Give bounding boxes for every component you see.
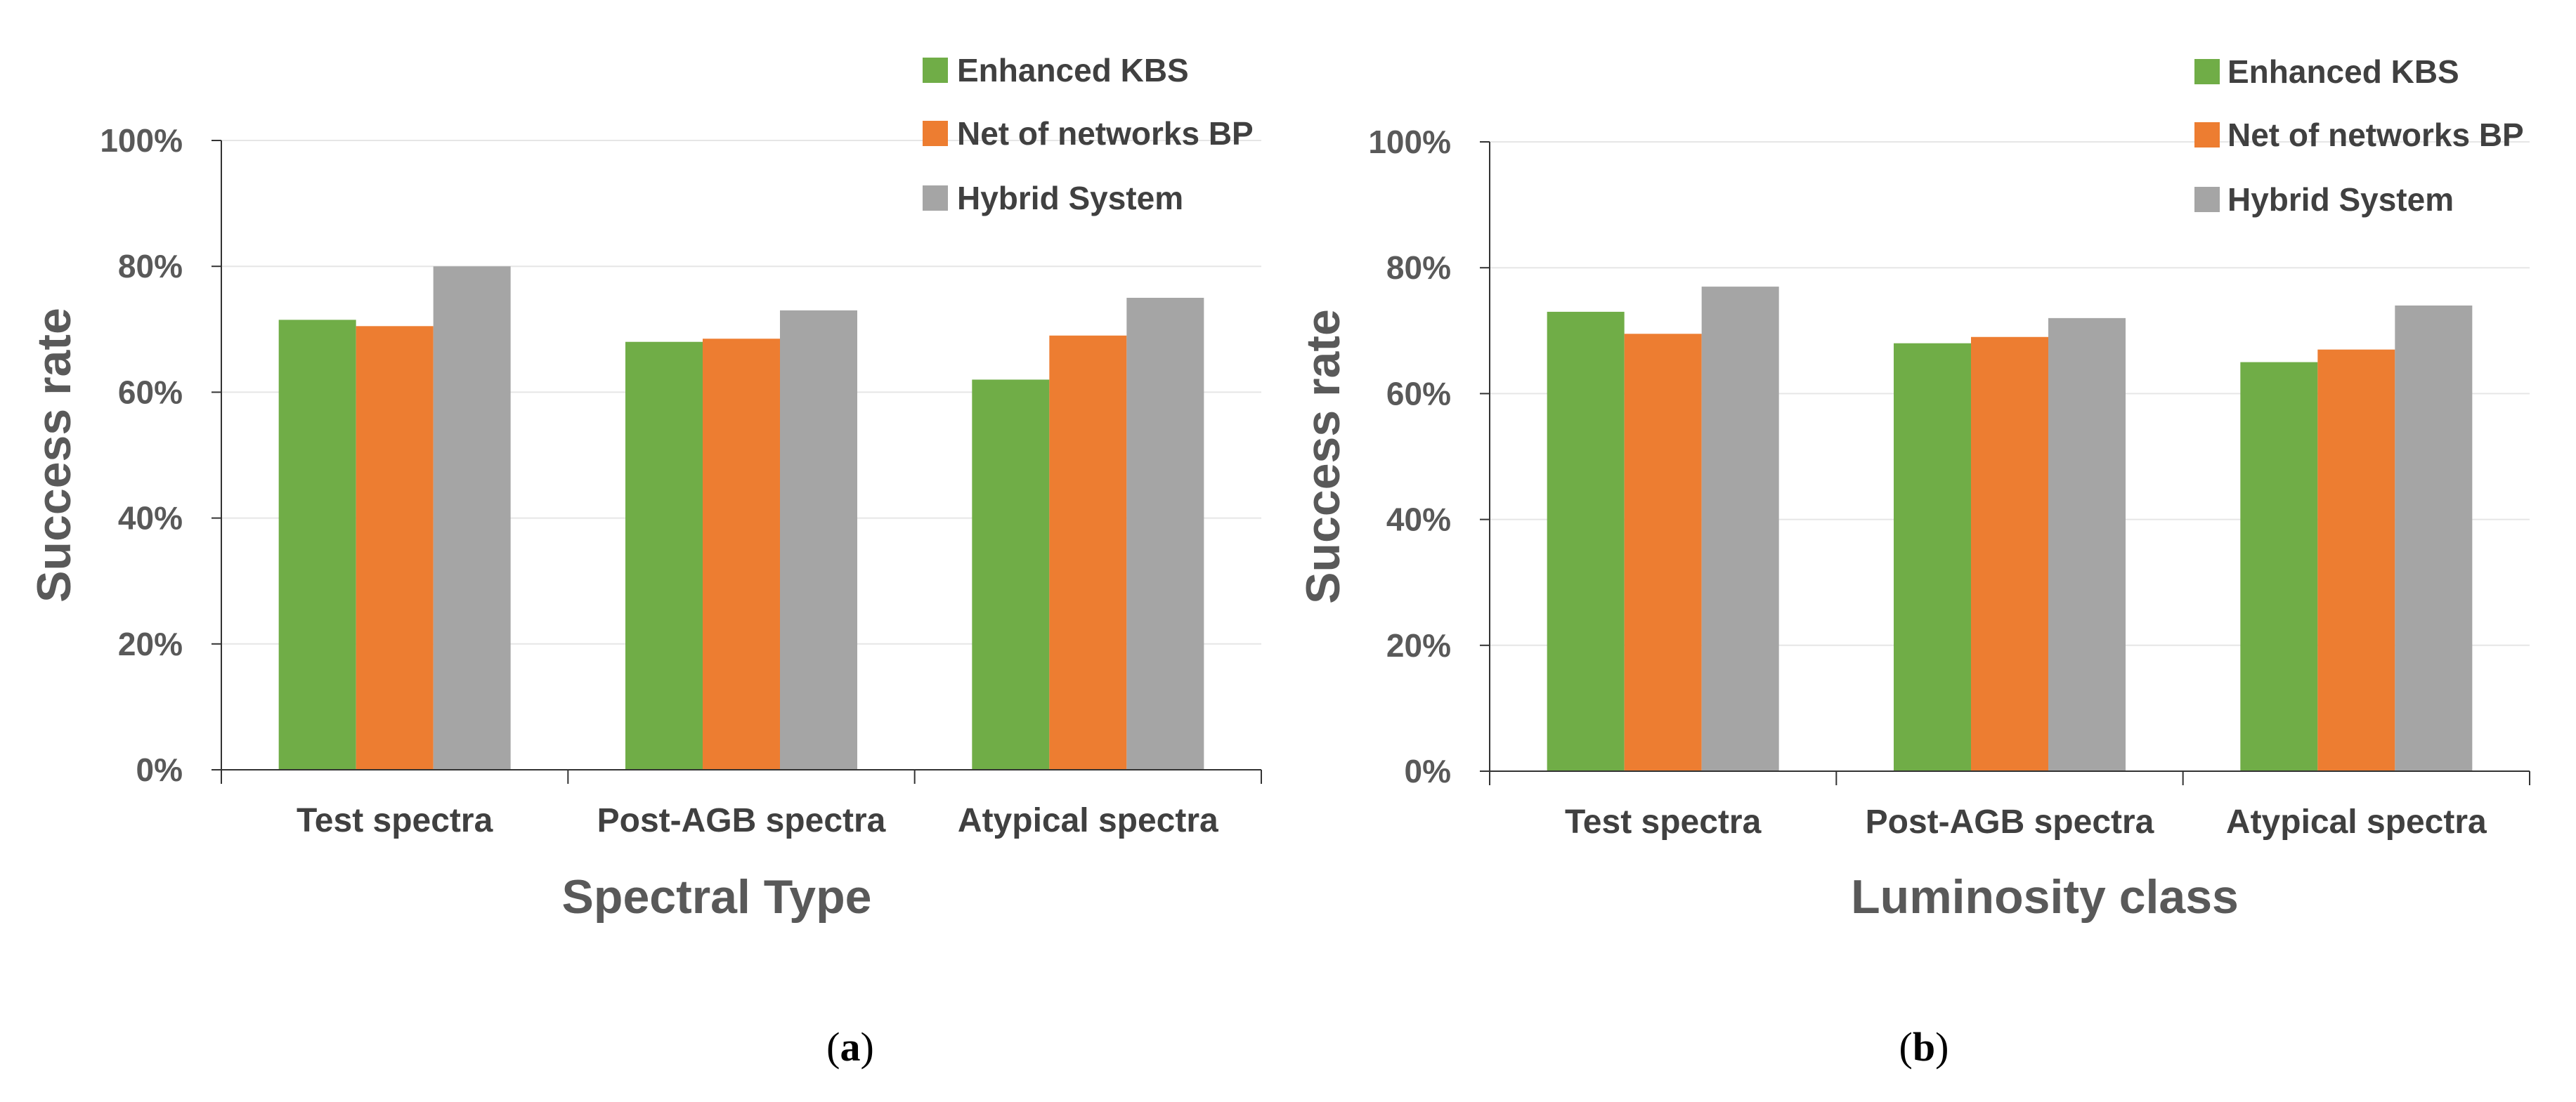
panel-caption: (a)	[826, 1024, 874, 1070]
chart-panel-b: 0% 20% 40% 60% 80% 100% Test spectra Post-AGB s…	[1296, 53, 2530, 1070]
bar-net-of-networks-bp-2	[1049, 335, 1127, 770]
y-tick-label: 0%	[136, 752, 183, 788]
y-tick-label: 100%	[100, 122, 183, 159]
y-axis-title: Success rate	[27, 308, 81, 603]
x-category-label: Atypical spectra	[958, 802, 1218, 839]
bar-hybrid-system-0	[433, 266, 511, 770]
legend-swatch	[923, 185, 948, 211]
bar-enhanced-kbs-0	[278, 320, 356, 770]
bar-enhanced-kbs-1	[625, 341, 703, 770]
legend-swatch	[923, 121, 948, 146]
panel-caption-letter: a	[840, 1024, 861, 1070]
legend-label: Net of networks BP	[957, 115, 1254, 152]
y-tick-label: 60%	[1386, 375, 1451, 412]
bar-hybrid-system-2	[1126, 298, 1204, 770]
y-tick-label: 80%	[118, 248, 183, 284]
legend-label: Hybrid System	[957, 180, 1183, 216]
bar-net-of-networks-bp-0	[1624, 334, 1702, 771]
x-category-label: Test spectra	[297, 802, 493, 839]
bar-hybrid-system-0	[1701, 287, 1779, 772]
y-tick-label: 20%	[118, 626, 183, 662]
bar-net-of-networks-bp-1	[1971, 336, 2048, 771]
chart-panel-a: 0% 20% 40% 60% 80% 100% Test spectra Post-AGB s…	[27, 52, 1262, 1070]
y-tick-label: 40%	[118, 500, 183, 537]
y-tick-label: 100%	[1368, 124, 1451, 160]
bar-enhanced-kbs-2	[2240, 362, 2318, 771]
legend-label: Net of networks BP	[2227, 117, 2524, 153]
panel-caption: (b)	[1899, 1024, 1949, 1070]
y-tick-label: 80%	[1386, 249, 1451, 286]
bar-enhanced-kbs-2	[972, 379, 1050, 770]
x-category-label: Post-AGB spectra	[597, 802, 886, 839]
y-tick-label: 60%	[118, 374, 183, 410]
x-category-label: Atypical spectra	[2226, 803, 2487, 841]
y-tick-label: 0%	[1405, 753, 1451, 789]
y-tick-label: 40%	[1386, 501, 1451, 538]
legend-swatch	[2194, 122, 2220, 147]
x-axis-title: Spectral Type	[562, 870, 872, 924]
x-axis-title: Luminosity class	[1851, 870, 2239, 924]
bar-net-of-networks-bp-2	[2317, 349, 2395, 771]
y-tick-label: 20%	[1386, 627, 1451, 664]
x-category-label: Test spectra	[1565, 803, 1762, 841]
legend-label: Enhanced KBS	[957, 52, 1189, 88]
legend-swatch	[923, 58, 948, 83]
bar-net-of-networks-bp-1	[703, 339, 780, 770]
bar-hybrid-system-2	[2395, 305, 2473, 772]
panel-caption-letter: b	[1913, 1024, 1935, 1070]
bar-enhanced-kbs-1	[1894, 343, 1971, 772]
bar-hybrid-system-1	[2048, 317, 2126, 771]
y-axis-title: Success rate	[1296, 309, 1350, 604]
bar-hybrid-system-1	[780, 310, 857, 770]
legend-swatch	[2194, 59, 2220, 84]
legend-label: Hybrid System	[2227, 181, 2454, 218]
legend-label: Enhanced KBS	[2227, 53, 2459, 90]
bar-enhanced-kbs-0	[1547, 311, 1625, 771]
legend-swatch	[2194, 187, 2220, 212]
bar-net-of-networks-bp-0	[356, 326, 434, 770]
x-category-label: Post-AGB spectra	[1866, 803, 2154, 841]
